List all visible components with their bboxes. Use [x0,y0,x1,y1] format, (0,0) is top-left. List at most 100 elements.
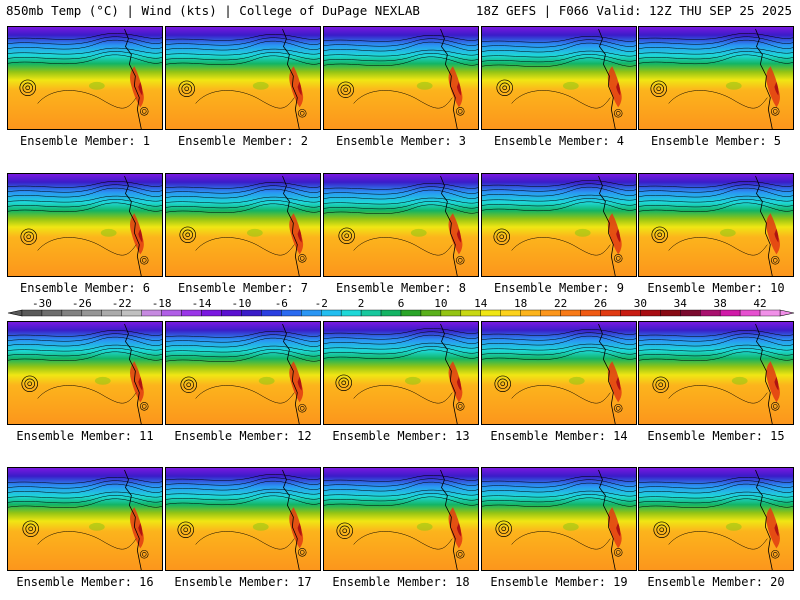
colorbar-swatch [221,309,242,317]
ensemble-member-caption: Ensemble Member: 13 [332,429,470,443]
colorbar-tick-label: -22 [112,297,132,310]
colorbar-right-arrow [779,309,795,317]
ensemble-member-map [638,173,794,277]
ensemble-member-caption: Ensemble Member: 8 [335,281,467,295]
colorbar-swatch [400,309,422,317]
colorbar-tick-label: 34 [674,297,688,310]
colorbar-tick-label: -2 [315,297,328,310]
ensemble-member-caption: Ensemble Member: 12 [174,429,312,443]
colorbar-tick-label: 18 [514,297,527,310]
temperature-colorbar: -30 -26 -22 -18 -14 -10 -6 -2 2 6 10 14 18 22 26 30 34 38… [0,296,800,326]
ensemble-member-caption: Ensemble Member: 5 [650,134,782,148]
colorbar-swatch [440,309,462,317]
ensemble-member-map [7,173,163,277]
ensemble-member-map [481,467,637,571]
ensemble-member-map [638,26,794,130]
ensemble-member-caption: Ensemble Member: 7 [177,281,309,295]
colorbar-swatch [520,309,541,317]
ensemble-member-caption: Ensemble Member: 15 [647,429,785,443]
header-title: 850mb Temp (°C) | Wind (kts) | College o… [6,3,420,18]
header-valid-time: 18Z GEFS | F066 Valid: 12Z THU SEP 25 20… [475,3,792,18]
colorbar-swatch [340,309,362,317]
colorbar-swatch [560,309,581,317]
colorbar-swatch [141,309,162,317]
ensemble-member-map [481,321,637,425]
colorbar-tick-label: -6 [275,297,288,310]
ensemble-member-caption: Ensemble Member: 3 [335,134,467,148]
colorbar-swatch [640,309,661,317]
colorbar-swatch [580,309,601,317]
colorbar-swatch [101,309,122,317]
colorbar-swatch [161,309,182,317]
colorbar-swatch [620,309,641,317]
colorbar-tick-label: -30 [32,297,52,310]
colorbar-swatch [600,309,621,317]
ensemble-member-caption: Ensemble Member: 6 [19,281,151,295]
ensemble-member-map [165,173,321,277]
colorbar-swatch [41,309,63,317]
colorbar-swatch [241,309,262,317]
colorbar-swatch [759,309,781,317]
ensemble-member-map [7,467,163,571]
colorbar-swatch [21,309,43,317]
ensemble-member-caption: Ensemble Member: 4 [493,134,625,148]
ensemble-member-map [323,321,479,425]
ensemble-member-map [638,467,794,571]
colorbar-tick-label: 42 [753,297,766,310]
colorbar-swatch [460,309,481,317]
colorbar-swatch [480,309,501,317]
colorbar-swatch [321,309,342,317]
ensemble-member-map [481,173,637,277]
ensemble-member-caption: Ensemble Member: 14 [490,429,628,443]
colorbar-tick-label: 30 [634,297,647,310]
colorbar-swatch [201,309,222,317]
colorbar-tick-label: -18 [152,297,172,310]
colorbar-swatch [719,309,741,317]
ensemble-member-map [323,467,479,571]
ensemble-member-map [165,26,321,130]
colorbar-tick-label: 6 [398,297,405,310]
colorbar-swatch [660,309,681,317]
colorbar-left-arrow [7,309,23,317]
colorbar-swatch [380,309,402,317]
ensemble-member-map [165,467,321,571]
colorbar-swatch [281,309,302,317]
ensemble-member-caption: Ensemble Member: 18 [332,575,470,589]
colorbar-swatch [680,309,701,317]
ensemble-member-map [165,321,321,425]
colorbar-swatch [700,309,721,317]
ensemble-member-map [323,173,479,277]
colorbar-swatch [301,309,322,317]
colorbar-tick-label: -10 [231,297,251,310]
ensemble-member-caption: Ensemble Member: 19 [490,575,628,589]
ensemble-member-caption: Ensemble Member: 1 [19,134,151,148]
colorbar-swatch [81,309,102,317]
colorbar-swatch [500,309,521,317]
colorbar-swatch [121,309,142,317]
colorbar-tick-label: 10 [434,297,447,310]
ensemble-member-map [7,321,163,425]
colorbar-swatch [181,309,202,317]
ensemble-member-caption: Ensemble Member: 10 [647,281,785,295]
colorbar-swatch [61,309,83,317]
ensemble-member-caption: Ensemble Member: 11 [16,429,154,443]
colorbar-swatch [261,309,282,317]
ensemble-member-caption: Ensemble Member: 16 [16,575,154,589]
colorbar-swatch [420,309,442,317]
colorbar-swatch [739,309,761,317]
ensemble-member-map [7,26,163,130]
colorbar-tick-label: -14 [192,297,212,310]
ensemble-member-caption: Ensemble Member: 2 [177,134,309,148]
colorbar-tick-label: 2 [358,297,365,310]
colorbar-tick-label: -26 [72,297,92,310]
colorbar-tick-label: 22 [554,297,567,310]
colorbar-tick-label: 14 [474,297,488,310]
colorbar-swatch [360,309,382,317]
ensemble-member-map [638,321,794,425]
ensemble-member-caption: Ensemble Member: 20 [647,575,785,589]
ensemble-member-caption: Ensemble Member: 17 [174,575,312,589]
colorbar-tick-label: 38 [714,297,727,310]
colorbar-swatch [540,309,561,317]
ensemble-member-caption: Ensemble Member: 9 [493,281,625,295]
colorbar-tick-label: 26 [594,297,607,310]
